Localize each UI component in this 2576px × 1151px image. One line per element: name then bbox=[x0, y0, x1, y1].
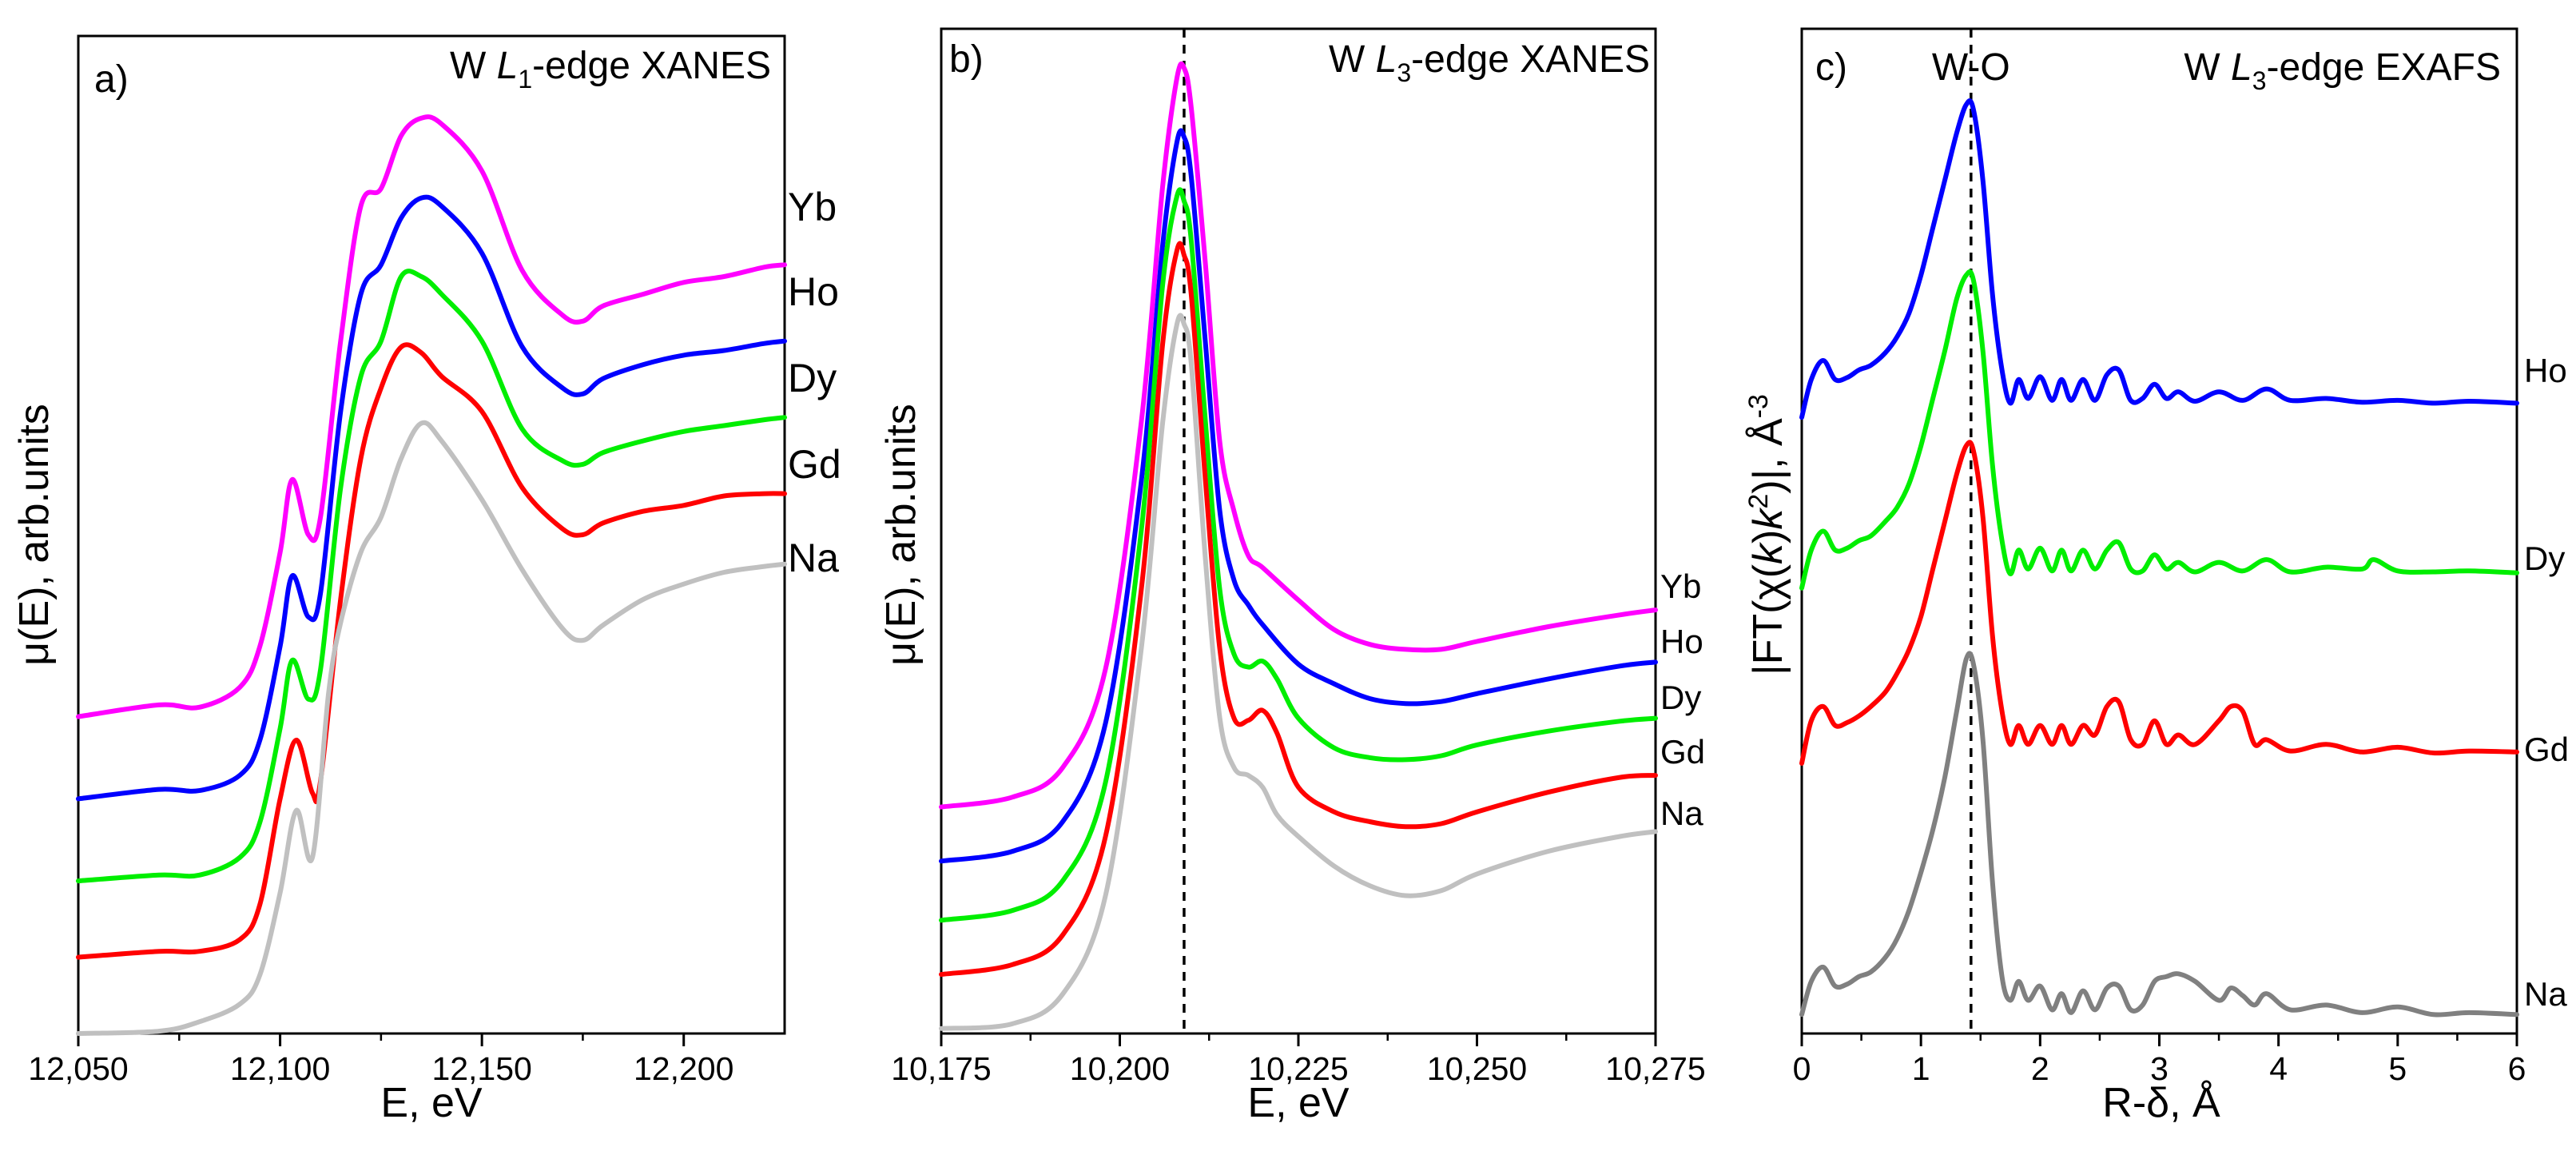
panel-a-xtick-label: 12,050 bbox=[28, 1050, 128, 1087]
panel-c-xtick-label: 1 bbox=[1912, 1050, 1930, 1087]
panel-b-label-dy: Dy bbox=[1660, 679, 1701, 716]
panel-a-label-ho: Ho bbox=[788, 269, 839, 314]
panel-b-label-na: Na bbox=[1660, 795, 1703, 832]
panel-a: 12,050 12,100 12,150 12,200 Yb Ho Dy Gd Na a) W L1… bbox=[11, 34, 841, 1126]
panel-c-label-dy: Dy bbox=[2524, 540, 2565, 577]
panel-c-xtick-label: 4 bbox=[2269, 1050, 2288, 1087]
panel-b-title: W L3-edge XANES bbox=[1329, 38, 1650, 87]
panel-c-xtick-label: 0 bbox=[1793, 1050, 1811, 1087]
panel-c-series-dy bbox=[1799, 269, 2519, 591]
panel-c-letter: c) bbox=[1815, 46, 1847, 89]
panel-a-letter: a) bbox=[94, 58, 129, 101]
panel-a-series-ho bbox=[76, 194, 787, 802]
panel-a-label-dy: Dy bbox=[788, 356, 837, 400]
panel-c-label-ho: Ho bbox=[2524, 352, 2567, 389]
panel-a-label-na: Na bbox=[788, 536, 839, 580]
panel-a-label-gd: Gd bbox=[788, 442, 841, 487]
panel-a-xlabel: E, eV bbox=[380, 1080, 482, 1126]
panel-b-label-ho: Ho bbox=[1660, 623, 1703, 660]
panel-b-ylabel: μ(E), arb.units bbox=[878, 404, 924, 666]
panel-b-series-ho bbox=[939, 128, 1658, 864]
panel-c-xtick-label: 5 bbox=[2388, 1050, 2407, 1087]
panel-c-series-ho bbox=[1799, 98, 2519, 420]
panel-c-peak-label: W-O bbox=[1932, 46, 2010, 89]
panel-b-series-na bbox=[939, 313, 1658, 1031]
panel-b-label-yb: Yb bbox=[1660, 568, 1701, 605]
panel-b-xlabel: E, eV bbox=[1247, 1080, 1349, 1126]
panel-c-frame bbox=[1800, 27, 2518, 1035]
panel-a-series-gd bbox=[76, 342, 787, 960]
panel-a-xtick-label: 12,200 bbox=[634, 1050, 733, 1087]
panel-b-xtick-label: 10,225 bbox=[1248, 1050, 1348, 1087]
panel-a-series-yb bbox=[76, 114, 787, 719]
panel-b-xtick-label: 10,250 bbox=[1427, 1050, 1527, 1087]
panel-c-ylabel: |FT(χ(k)k2)|, Å-3 bbox=[1743, 394, 1791, 675]
panel-c-xtick-label: 6 bbox=[2508, 1050, 2526, 1087]
panel-a-frame bbox=[77, 34, 786, 1035]
panel-b-xtick-label: 10,275 bbox=[1605, 1050, 1705, 1087]
panel-a-label-yb: Yb bbox=[788, 185, 837, 229]
panel-b-xtick-label: 10,175 bbox=[891, 1050, 991, 1087]
panel-c-label-na: Na bbox=[2524, 975, 2567, 1013]
panel-a-xtick-label: 12,150 bbox=[431, 1050, 531, 1087]
panel-a-ylabel: μ(E), arb.units bbox=[11, 404, 58, 666]
panel-c-title: W L3-edge EXAFS bbox=[2184, 46, 2501, 95]
panel-c-xtick-label: 3 bbox=[2150, 1050, 2169, 1087]
panel-b: 10,175 10,200 10,225 10,250 10,275 Yb Ho Dy Gd Na… bbox=[878, 27, 1706, 1126]
panel-a-title: W L1-edge XANES bbox=[450, 45, 771, 94]
panel-c-series-na bbox=[1799, 651, 2519, 1018]
panel-a-series-dy bbox=[76, 269, 787, 884]
panel-b-series-gd bbox=[939, 241, 1658, 978]
panel-b-frame bbox=[940, 27, 1657, 1035]
panel-c: 0 1 2 3 4 5 6 Ho Dy Gd Na c) W L3-edge EXAFS W-O R-δ, … bbox=[1743, 27, 2569, 1126]
panel-b-label-gd: Gd bbox=[1660, 733, 1705, 771]
panel-c-xtick-label: 2 bbox=[2031, 1050, 2049, 1087]
panel-b-letter: b) bbox=[949, 38, 984, 81]
panel-a-series-na bbox=[76, 420, 787, 1036]
panel-b-series-dy bbox=[939, 187, 1658, 923]
panel-b-xtick-label: 10,200 bbox=[1070, 1050, 1170, 1087]
panel-c-xlabel: R-δ, Å bbox=[2102, 1080, 2220, 1126]
panel-c-series-gd bbox=[1799, 440, 2519, 766]
panel-b-series-yb bbox=[939, 61, 1658, 810]
panel-c-label-gd: Gd bbox=[2524, 731, 2569, 768]
panel-a-xtick-label: 12,100 bbox=[230, 1050, 330, 1087]
